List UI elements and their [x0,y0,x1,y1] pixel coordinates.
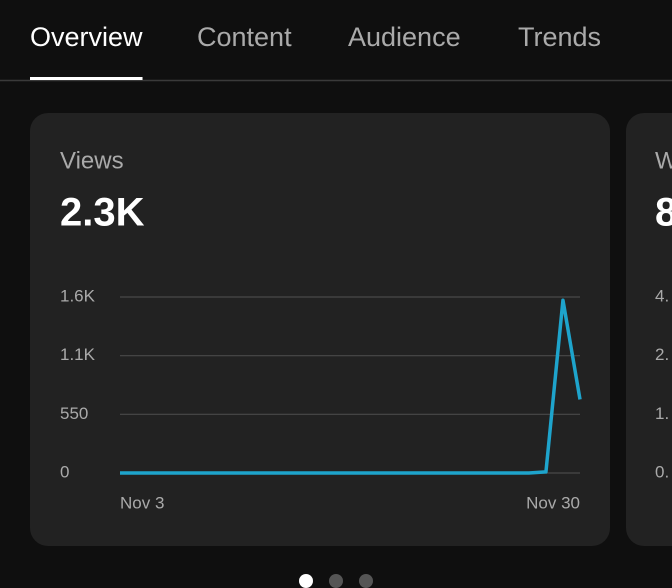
y-tick-label: 2. [655,345,669,364]
card-value: 2.3K [60,191,145,235]
views-line [120,298,582,475]
views-card[interactable] [30,113,610,546]
page-dot[interactable] [299,574,313,588]
tab[interactable]: Audience [348,22,461,52]
active-tab-indicator [30,77,143,80]
y-tick-label: 1.6K [60,286,96,305]
card-title: W [655,147,672,174]
tab[interactable]: Overview [30,22,143,52]
next-card[interactable] [626,113,672,546]
page-dot[interactable] [329,574,343,588]
card-title: Views [60,147,124,174]
y-tick-label: 0 [60,462,69,481]
y-tick-label: 4. [655,286,669,305]
x-tick-label: Nov 3 [120,493,164,512]
card-value: 8 [655,191,672,235]
y-tick-label: 1.1K [60,345,96,364]
x-tick-label: Nov 30 [526,493,580,512]
page-dot[interactable] [359,574,373,588]
y-tick-label: 550 [60,404,88,423]
tab[interactable]: Content [197,22,292,52]
tab[interactable]: Trends [518,22,601,52]
y-tick-label: 1. [655,404,669,423]
y-tick-label: 0. [655,462,669,481]
